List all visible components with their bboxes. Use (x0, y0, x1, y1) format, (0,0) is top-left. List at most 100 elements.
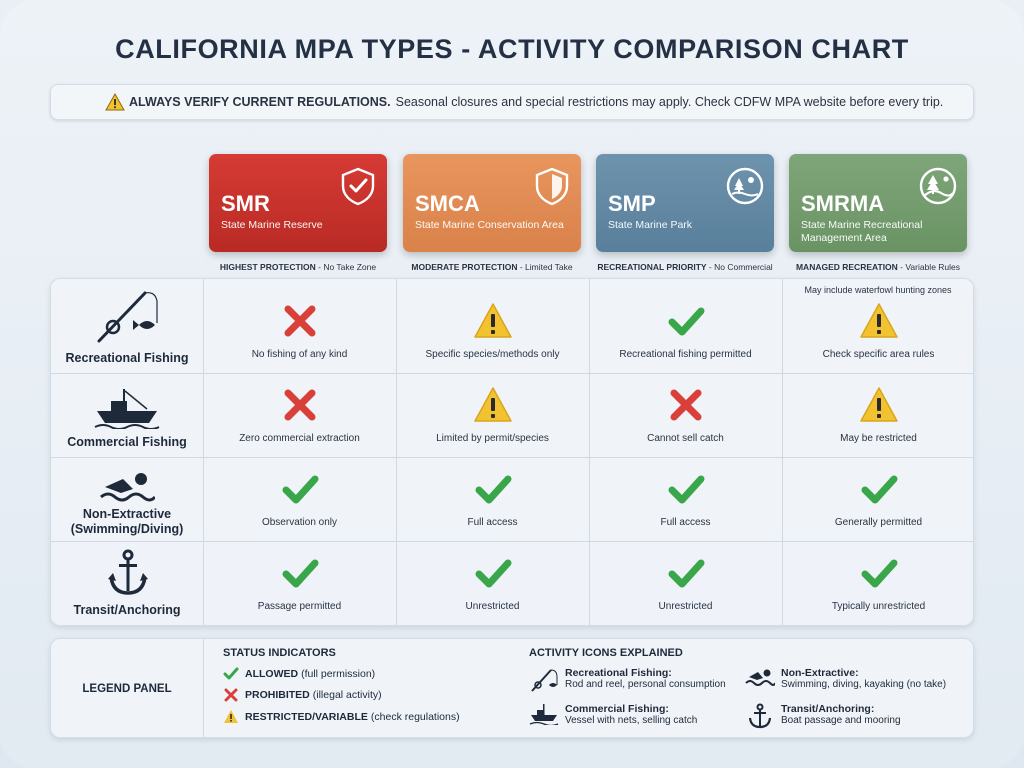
cell-smca-row-3: Unrestricted (396, 553, 589, 612)
cell-smr-row-1: Zero commercial extraction (203, 385, 396, 444)
activity-desc: Vessel with nets, selling catch (565, 715, 698, 726)
legend-activity-recreational: Recreational Fishing: Rod and reel, perso… (529, 667, 726, 693)
anchor-icon (108, 549, 148, 595)
card-smca: SMCA State Marine Conservation Area (403, 154, 581, 252)
activity-name: Transit/Anchoring: (781, 703, 875, 715)
cell-smp-row-1: Cannot sell catch (589, 385, 782, 444)
cell-smrma-row-0: Check specific area rules (782, 301, 975, 360)
card-smca-full: State Marine Conservation Area (415, 219, 564, 231)
protection-level-smca: MODERATE PROTECTION - Limited Take (392, 262, 592, 272)
warning-triangle-icon (859, 387, 898, 422)
activity-heading: ACTIVITY ICONS EXPLAINED (529, 647, 683, 659)
row-label-non-extractive: Non-Extractive (Swimming/Diving) (51, 507, 203, 537)
park-tree-icon (726, 167, 764, 205)
warning-triangle-icon (473, 387, 512, 422)
cell-smr-row-3: Passage permitted (203, 553, 396, 612)
x-icon (284, 389, 315, 421)
cell-smrma-row-3: Typically unrestricted (782, 553, 975, 612)
landscape-tree-icon (919, 167, 957, 205)
activity-desc: Boat passage and mooring (781, 715, 901, 726)
x-icon (224, 688, 238, 702)
legend-status-rest: (check regulations) (370, 710, 460, 723)
protection-level-smp: RECREATIONAL PRIORITY - No Commercial (585, 262, 785, 272)
check-icon (475, 475, 511, 504)
legend-activity-transit: Transit/Anchoring: Boat passage and moori… (745, 703, 901, 729)
cell-smca-row-2: Full access (396, 469, 589, 528)
anchor-icon (748, 703, 772, 729)
swimmer-icon (745, 669, 775, 686)
cell-text: Limited by permit/species (436, 433, 549, 444)
protection-level-smr: HIGHEST PROTECTION - No Take Zone (198, 262, 398, 272)
check-icon (668, 307, 704, 336)
check-icon (668, 559, 704, 588)
card-smr-full: State Marine Reserve (221, 219, 323, 231)
activity-name: Recreational Fishing: (565, 667, 672, 679)
legend-title: LEGEND PANEL (82, 683, 172, 695)
check-icon (861, 475, 897, 504)
protection-rest: - No Commercial (706, 262, 773, 272)
warning-triangle-icon (224, 710, 238, 723)
protection-rest: - Limited Take (517, 262, 573, 272)
row-label-line: (Swimming/Diving) (70, 522, 184, 536)
warning-triangle-icon (859, 303, 898, 338)
comparison-grid: Recreational Fishing Commercial Fishing … (50, 278, 974, 626)
fishing-rod-icon (97, 291, 158, 343)
cell-smca-row-0: Specific species/methods only (396, 301, 589, 360)
cell-smp-row-2: Full access (589, 469, 782, 528)
cell-text: Observation only (261, 517, 338, 528)
warning-banner: ALWAYS VERIFY CURRENT REGULATIONS. Season… (50, 84, 974, 120)
legend-allowed: ALLOWED (full permission) (223, 667, 375, 681)
smrma-note: May include waterfowl hunting zones (804, 285, 952, 295)
card-smr: SMR State Marine Reserve (209, 154, 387, 252)
warning-triangle-icon (105, 93, 125, 111)
cell-text: Unrestricted (658, 601, 713, 612)
protection-rest: - Variable Rules (897, 262, 961, 272)
cell-text: Check specific area rules (822, 349, 935, 360)
protection-level-smrma: MANAGED RECREATION - Variable Rules (778, 262, 978, 272)
protection-bold: MANAGED RECREATION (795, 262, 898, 272)
card-smrma: SMRMA State Marine Recreational Manageme… (789, 154, 967, 252)
protection-rest: - No Take Zone (315, 262, 377, 272)
warning-triangle-icon (473, 303, 512, 338)
fishing-boat-icon (529, 704, 559, 725)
fishing-rod-icon (531, 669, 558, 692)
check-icon (223, 667, 239, 680)
legend-status-rest: (full permission) (301, 668, 376, 680)
legend-restricted: RESTRICTED/VARIABLE (check regulations) (223, 709, 460, 724)
card-smp: SMP State Marine Park (596, 154, 774, 252)
row-label-recreational-fishing: Recreational Fishing (65, 351, 189, 365)
status-heading: STATUS INDICATORS (223, 647, 336, 659)
card-smrma-full: State Marine Recreational Management Are… (801, 219, 923, 244)
cell-smp-row-0: Recreational fishing permitted (589, 301, 782, 360)
row-label-commercial-fishing: Commercial Fishing (67, 435, 187, 449)
legend-status-rest: (illegal activity) (312, 689, 382, 701)
activity-name: Non-Extractive: (781, 667, 859, 679)
card-smp-abbr: SMP (608, 191, 656, 216)
check-icon (861, 559, 897, 588)
check-icon (475, 559, 511, 588)
warning-text: Seasonal closures and special restrictio… (395, 95, 944, 109)
legend-status-bold: ALLOWED (245, 668, 299, 680)
cell-text: Cannot sell catch (647, 433, 724, 444)
check-icon (282, 559, 318, 588)
activity-desc: Swimming, diving, kayaking (no take) (781, 679, 947, 690)
check-icon (668, 475, 704, 504)
cell-smrma-row-2: Generally permitted (782, 469, 975, 528)
legend-prohibited: PROHIBITED (illegal activity) (223, 688, 382, 702)
shield-icon (535, 167, 569, 206)
row-label-transit-anchoring: Transit/Anchoring (73, 603, 181, 617)
x-icon (670, 389, 701, 421)
row-label-line: Non-Extractive (82, 507, 172, 521)
protection-bold: HIGHEST PROTECTION (219, 262, 316, 272)
fishing-boat-icon (94, 389, 160, 429)
cell-text: No fishing of any kind (251, 349, 348, 360)
cell-text: Generally permitted (834, 517, 923, 528)
cell-text: Zero commercial extraction (239, 433, 360, 444)
activity-desc: Rod and reel, personal consumption (565, 679, 726, 690)
legend-panel: LEGEND PANEL STATUS INDICATORS ALLOWED (f… (50, 638, 974, 738)
legend-status-bold: RESTRICTED/VARIABLE (245, 710, 368, 723)
cell-text: Full access (467, 517, 518, 528)
cell-text: Specific species/methods only (425, 349, 560, 360)
cell-smca-row-1: Limited by permit/species (396, 385, 589, 444)
x-icon (284, 305, 315, 337)
